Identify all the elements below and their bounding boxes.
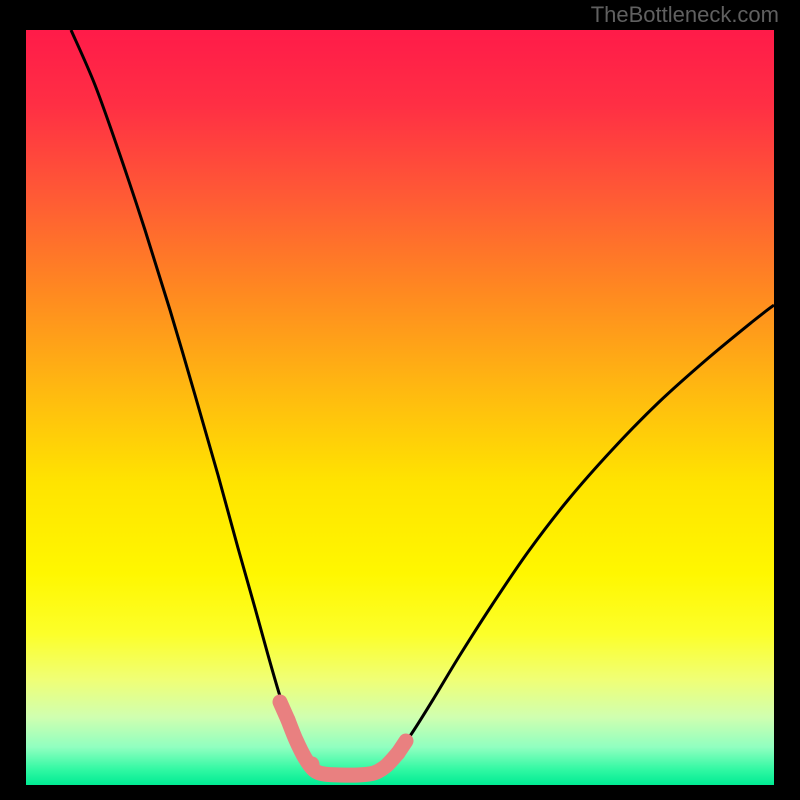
- bottleneck-curve-chart: TheBottleneck.com: [0, 0, 800, 800]
- chart-frame: TheBottleneck.com: [0, 0, 800, 800]
- plot-background: [26, 30, 774, 785]
- watermark-text: TheBottleneck.com: [591, 2, 779, 27]
- highlight-end-dot: [305, 757, 320, 772]
- highlight-dash-out: [398, 741, 406, 753]
